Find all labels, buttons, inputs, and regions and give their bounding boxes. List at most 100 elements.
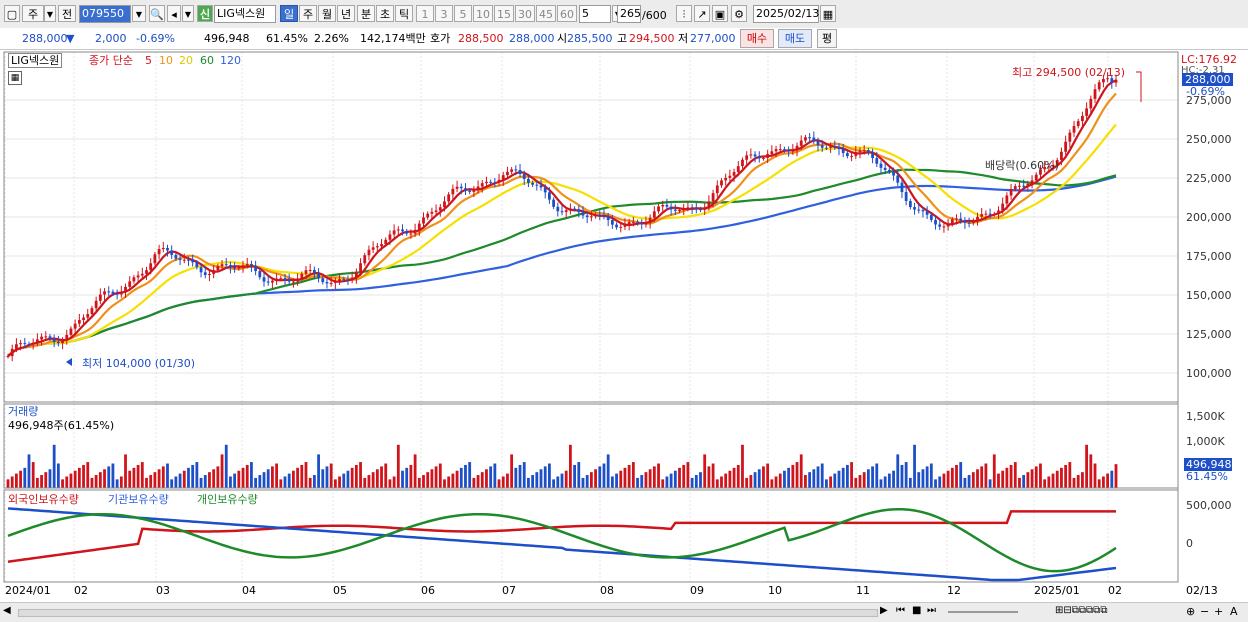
- volume-bar: [312, 475, 316, 488]
- volume-bar: [661, 479, 665, 488]
- volume-bar: [1072, 477, 1076, 488]
- volume-value-text: 496,948주(61.45%): [8, 419, 115, 432]
- candle-body: [791, 150, 795, 152]
- horizontal-scrollbar[interactable]: [18, 609, 878, 617]
- price-axis-tick: 175,000: [1186, 250, 1232, 263]
- interval-input[interactable]: 5: [579, 5, 611, 23]
- volume-value: 496,948: [204, 32, 250, 45]
- interval-15[interactable]: 15: [494, 5, 514, 22]
- volume-bar: [287, 473, 291, 488]
- period-week[interactable]: 주: [299, 5, 317, 22]
- volume-bar: [401, 470, 404, 488]
- interval-30[interactable]: 30: [515, 5, 535, 22]
- code-dropdown-icon[interactable]: ▼: [132, 5, 146, 22]
- period-minute[interactable]: 분: [357, 5, 375, 22]
- candle-body: [145, 270, 148, 274]
- candle-body: [749, 154, 753, 156]
- candle-body: [858, 150, 862, 153]
- period-month[interactable]: 월: [318, 5, 336, 22]
- volume-bar: [1013, 462, 1017, 488]
- count-input[interactable]: 265: [617, 5, 641, 23]
- interval-10[interactable]: 10: [473, 5, 493, 22]
- x-axis-tick: 02: [74, 584, 88, 597]
- period-day[interactable]: 일: [280, 5, 298, 22]
- volume-bar: [795, 462, 799, 488]
- forward-icon[interactable]: ⏭: [927, 605, 936, 616]
- zoom-tools-icon[interactable]: ⊞⊟⧉⧉⧉⧉⧉: [1055, 605, 1108, 616]
- table-icon[interactable]: ▦: [8, 71, 22, 85]
- zoom-out-icon[interactable]: −: [1200, 605, 1210, 618]
- calendar-icon[interactable]: ▦: [820, 5, 836, 22]
- interval-45[interactable]: 45: [536, 5, 556, 22]
- stock-code-input[interactable]: 079550: [79, 5, 131, 23]
- search-icon[interactable]: 🔍: [149, 5, 165, 22]
- candle-body: [862, 150, 866, 152]
- volume-bar: [829, 476, 833, 488]
- volume-bar: [438, 463, 442, 488]
- volume-bar: [522, 462, 526, 488]
- volume-bar: [266, 469, 270, 488]
- candle-body: [741, 159, 744, 167]
- price-chart[interactable]: [0, 50, 1248, 602]
- sell-button[interactable]: 매도: [778, 29, 812, 48]
- speaker-dropdown-icon[interactable]: ▼: [182, 5, 194, 22]
- candle-body: [426, 213, 430, 218]
- candle-body: [527, 178, 530, 183]
- interval-5[interactable]: 5: [454, 5, 472, 22]
- volume-bar: [115, 479, 119, 488]
- chevron-down-icon[interactable]: ▼: [44, 5, 56, 22]
- candle-body: [971, 220, 975, 224]
- candle-body: [757, 156, 761, 159]
- draw-tool-icon[interactable]: ↗: [694, 5, 710, 22]
- volume-bar: [1047, 476, 1051, 488]
- scroll-right-icon[interactable]: ▶: [880, 605, 888, 616]
- candle-body: [413, 229, 417, 234]
- volume-bar: [715, 479, 719, 488]
- candle-body: [153, 254, 157, 264]
- stock-name-field[interactable]: LIG넥스원: [214, 5, 276, 23]
- zoom-in-icon[interactable]: ⊕: [1186, 605, 1196, 618]
- add-icon[interactable]: +: [1214, 605, 1224, 618]
- period-second[interactable]: 초: [376, 5, 394, 22]
- speaker-icon[interactable]: ◂: [167, 5, 181, 22]
- gear-icon[interactable]: ⚙: [731, 5, 747, 22]
- candle-body: [1064, 141, 1068, 152]
- period-tick[interactable]: 틱: [395, 5, 413, 22]
- candle-body: [258, 271, 262, 278]
- interval-60[interactable]: 60: [557, 5, 577, 22]
- stop-icon[interactable]: ■: [912, 605, 922, 616]
- volume-bar: [594, 469, 597, 488]
- volume-bar: [883, 476, 887, 488]
- period-year[interactable]: 년: [337, 5, 355, 22]
- rewind-icon[interactable]: ⏮: [896, 605, 905, 616]
- volume-bar: [493, 463, 497, 488]
- volume-bar: [250, 462, 253, 488]
- date-input[interactable]: 2025/02/13: [753, 5, 819, 23]
- volume-bar: [640, 475, 644, 488]
- candle-body: [514, 169, 518, 171]
- text-size-icon[interactable]: A: [1230, 605, 1238, 618]
- prev-button[interactable]: 전: [58, 5, 76, 22]
- volume-bar: [296, 467, 299, 488]
- volume-bar: [610, 476, 614, 488]
- interval-3[interactable]: 3: [435, 5, 453, 22]
- window-icon[interactable]: ▢: [4, 5, 20, 22]
- candle-body: [443, 201, 446, 208]
- buy-button[interactable]: 매수: [740, 29, 774, 48]
- interval-1[interactable]: 1: [416, 5, 434, 22]
- candle-style-icon[interactable]: ⫶: [676, 5, 692, 22]
- scroll-left-icon[interactable]: ◀: [3, 605, 11, 616]
- volume-bar: [417, 477, 421, 488]
- candle-body: [950, 219, 954, 225]
- volume-bar: [220, 454, 224, 488]
- volume-tag: 496,948: [1184, 458, 1232, 471]
- save-icon[interactable]: ▣: [712, 5, 728, 22]
- main-dropdown[interactable]: 주: [22, 5, 44, 22]
- individual-holdings-line: [7, 507, 1117, 573]
- volume-bar: [174, 476, 178, 488]
- avg-button[interactable]: 평: [817, 29, 837, 48]
- candle-body: [1097, 82, 1101, 90]
- turnover-pct: 2.26%: [314, 32, 349, 45]
- zoom-slider[interactable]: [948, 611, 1018, 613]
- volume-bar: [967, 475, 971, 488]
